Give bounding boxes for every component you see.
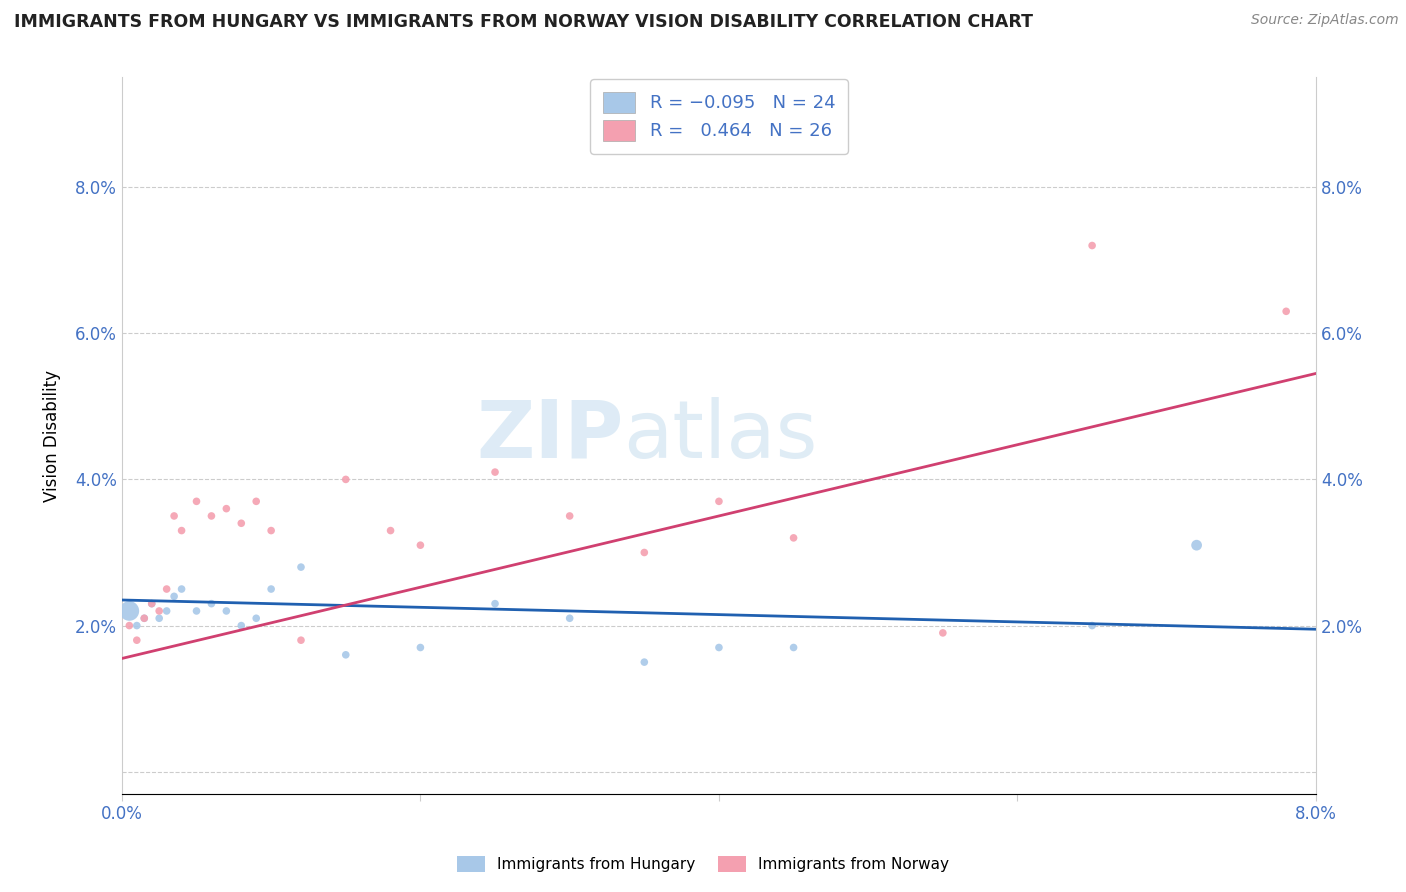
Point (932, 626, 955, 640)
Text: ZIP: ZIP (477, 397, 623, 475)
Point (125, 618, 148, 632)
Point (200, 597, 222, 611)
Point (125, 633, 148, 648)
Point (335, 648, 357, 662)
Point (215, 604, 238, 618)
Point (260, 582, 283, 596)
Point (558, 508, 581, 523)
Point (335, 472, 357, 486)
Point (231, 618, 253, 632)
Point (134, 611, 156, 625)
Point (1081, 618, 1104, 632)
Point (782, 640, 804, 655)
Point (707, 640, 730, 655)
Point (290, 633, 312, 648)
Point (170, 524, 193, 538)
Point (148, 604, 170, 618)
Point (380, 524, 402, 538)
Point (484, 465, 506, 479)
Point (156, 604, 179, 618)
Point (118, 618, 141, 632)
Point (215, 501, 238, 516)
Point (1185, 538, 1208, 552)
Point (200, 508, 222, 523)
Point (260, 524, 283, 538)
Point (409, 640, 432, 655)
Point (163, 508, 186, 523)
Point (170, 582, 193, 596)
Point (1081, 238, 1104, 252)
Point (148, 611, 170, 625)
Point (141, 597, 163, 611)
Point (134, 611, 156, 625)
Point (484, 597, 506, 611)
Y-axis label: Vision Disability: Vision Disability (44, 369, 60, 501)
Text: atlas: atlas (623, 397, 818, 475)
Point (118, 604, 141, 618)
Point (231, 516, 253, 531)
Text: IMMIGRANTS FROM HUNGARY VS IMMIGRANTS FROM NORWAY VISION DISABILITY CORRELATION : IMMIGRANTS FROM HUNGARY VS IMMIGRANTS FR… (14, 13, 1033, 31)
Point (156, 582, 179, 596)
Point (163, 590, 186, 604)
Point (245, 611, 267, 625)
Point (186, 604, 208, 618)
Point (409, 538, 432, 552)
Legend: Immigrants from Hungary, Immigrants from Norway: Immigrants from Hungary, Immigrants from… (450, 848, 956, 880)
Text: Source: ZipAtlas.com: Source: ZipAtlas.com (1251, 13, 1399, 28)
Point (1275, 304, 1298, 318)
Point (186, 494, 208, 508)
Point (245, 494, 267, 508)
Point (707, 494, 730, 508)
Legend: R = −0.095   N = 24, R =   0.464   N = 26: R = −0.095 N = 24, R = 0.464 N = 26 (591, 79, 848, 153)
Point (141, 597, 163, 611)
Point (633, 545, 655, 559)
Point (558, 611, 581, 625)
Point (782, 531, 804, 545)
Point (633, 655, 655, 669)
Point (290, 560, 312, 574)
